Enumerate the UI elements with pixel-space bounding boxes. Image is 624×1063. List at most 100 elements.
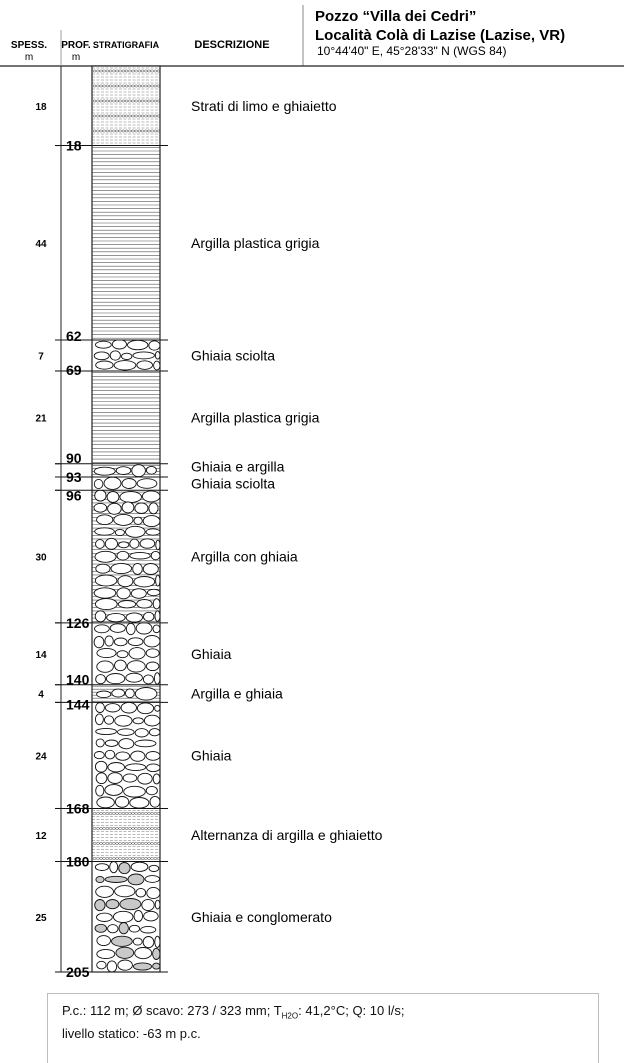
depth-label: 168 <box>66 801 90 817</box>
gravel-clast <box>95 340 112 349</box>
layer-1-pattern <box>92 66 160 146</box>
fine-gravel-grain <box>150 827 154 830</box>
fine-gravel-grain <box>134 827 138 830</box>
gravel-clast <box>104 784 124 796</box>
fine-gravel-grain <box>156 69 160 73</box>
fine-gravel-grain <box>118 857 122 860</box>
fine-gravel-grain <box>108 69 113 73</box>
fine-gravel-grain <box>124 99 129 103</box>
fine-gravel-grain <box>99 114 103 118</box>
fine-gravel-grain <box>131 812 135 815</box>
fine-gravel-grain <box>153 827 158 830</box>
gravel-clast <box>117 575 134 588</box>
header-description: DESCRIZIONE <box>194 39 269 51</box>
layer-description: Ghiaia e argilla <box>191 458 285 474</box>
fine-gravel-grain <box>124 842 129 845</box>
fine-gravel-grain <box>105 114 110 118</box>
gravel-clast <box>148 502 159 515</box>
fine-gravel-grain <box>156 812 160 815</box>
fine-gravel-grain <box>147 842 151 845</box>
gravel-clast <box>107 924 119 934</box>
fine-gravel-grain <box>99 84 103 88</box>
gravel-clast <box>95 885 114 898</box>
gravel-clast <box>132 717 144 725</box>
fine-gravel-grain <box>144 99 148 103</box>
gravel-clast <box>112 910 134 923</box>
gravel-clast <box>113 360 137 371</box>
fine-gravel-grain <box>115 842 119 845</box>
fine-gravel-grain <box>147 84 151 88</box>
fine-gravel-grain <box>99 99 103 103</box>
gravel-clast <box>115 946 135 959</box>
gravel-clast <box>134 947 153 960</box>
fine-gravel-grain <box>108 842 113 845</box>
gravel-clast <box>146 588 160 597</box>
fine-gravel-grain <box>144 84 148 88</box>
gravel-clast <box>142 674 154 685</box>
gravel-clast <box>135 887 147 898</box>
gravel-clast <box>114 885 136 898</box>
gravel-clast <box>121 478 137 489</box>
fine-gravel-grain <box>128 842 132 845</box>
fine-gravel-grain <box>150 84 154 88</box>
depth-label: 93 <box>66 469 82 485</box>
gravel-clast <box>94 574 118 587</box>
gravel-clast <box>119 898 142 911</box>
fine-gravel-grain <box>108 114 113 118</box>
fine-gravel-grain <box>153 842 158 845</box>
gravel-clast <box>142 936 155 949</box>
layer-fills <box>92 66 160 973</box>
gravel-clast <box>129 551 151 560</box>
gravel-clast <box>145 785 158 796</box>
fine-gravel-grain <box>124 857 129 860</box>
fine-gravel-grain <box>102 129 106 133</box>
layer-5-pattern <box>92 463 160 478</box>
gravel-clast <box>96 647 117 659</box>
fine-gravel-grain <box>156 857 160 860</box>
gravel-clast <box>121 501 135 514</box>
gravel-clast <box>118 541 130 549</box>
gravel-clast <box>94 760 108 773</box>
fine-gravel-grain <box>140 842 145 845</box>
fine-gravel-grain <box>112 129 116 133</box>
gravel-clast <box>132 562 143 575</box>
gravel-clast <box>143 635 160 648</box>
gravel-clast <box>104 635 114 647</box>
gravel-clast <box>94 624 110 634</box>
gravel-clast <box>114 528 125 537</box>
gravel-clast <box>96 948 116 960</box>
fine-gravel-grain <box>121 99 126 103</box>
gravel-clast <box>143 910 159 922</box>
fine-gravel-grain <box>147 827 151 830</box>
fine-gravel-grain <box>124 84 129 88</box>
gravel-clast <box>117 728 135 736</box>
fine-gravel-grain <box>102 69 106 73</box>
gravel-clast <box>136 599 153 609</box>
fine-gravel-grain <box>102 827 106 830</box>
fine-gravel-grain <box>112 827 116 830</box>
gravel-clast <box>95 539 105 549</box>
gravel-clast <box>145 751 160 761</box>
fine-gravel-grain <box>102 99 106 103</box>
gravel-clast <box>116 550 130 561</box>
gravel-clast <box>119 491 142 503</box>
gravel-clast <box>146 886 160 900</box>
depth-label: 18 <box>66 138 82 154</box>
gravel-clast <box>95 875 105 884</box>
fine-gravel-grain <box>150 69 154 73</box>
gravel-clast <box>115 466 132 475</box>
gravel-clast <box>127 637 144 647</box>
gravel-clast <box>122 773 138 783</box>
gravel-clast <box>148 864 160 872</box>
fine-gravel-grain <box>108 857 113 860</box>
fine-gravel-grain <box>124 69 129 73</box>
fine-gravel-grain <box>99 842 103 845</box>
fine-gravel-grain <box>128 69 132 73</box>
gravel-clast <box>133 576 156 588</box>
fine-gravel-grain <box>150 99 154 103</box>
gravel-clast <box>106 960 118 973</box>
fine-gravel-grain <box>99 812 103 815</box>
gravel-clast <box>113 637 128 647</box>
fine-gravel-grain <box>150 857 154 860</box>
layer-10-pattern <box>92 702 160 809</box>
